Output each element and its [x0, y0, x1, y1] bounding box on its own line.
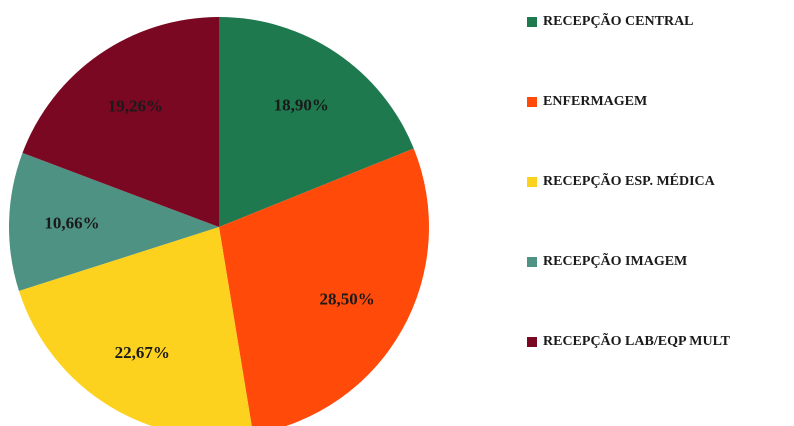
- legend-label: RECEPÇÃO IMAGEM: [543, 254, 688, 269]
- legend-swatch: [527, 177, 537, 187]
- legend-item: RECEPÇÃO ESP. MÉDICA: [527, 174, 715, 190]
- pie-value-labels: 18,90% 28,50% 22,67% 10,66% 19,26%: [44, 96, 374, 362]
- legend-label: RECEPÇÃO CENTRAL: [543, 14, 694, 29]
- legend-label: RECEPÇÃO ESP. MÉDICA: [543, 174, 715, 189]
- legend-item: RECEPÇÃO LAB/EQP MULT: [527, 334, 730, 350]
- legend-item: ENFERMAGEM: [527, 94, 647, 110]
- pie-slice: [9, 152, 220, 291]
- pie-slice: [219, 17, 414, 227]
- pie-value-label: 28,50%: [319, 290, 374, 309]
- legend-label: RECEPÇÃO LAB/EQP MULT: [543, 334, 730, 349]
- legend-swatch: [527, 337, 537, 347]
- legend-swatch: [527, 257, 537, 267]
- pie-value-label: 19,26%: [108, 97, 163, 116]
- pie-value-label: 10,66%: [44, 214, 99, 233]
- legend-swatch: [527, 97, 537, 107]
- legend-item: RECEPÇÃO IMAGEM: [527, 254, 687, 270]
- legend-label: ENFERMAGEM: [543, 94, 648, 109]
- pie-slice: [18, 227, 252, 426]
- pie-value-label: 18,90%: [274, 96, 329, 115]
- pie-value-label: 22,67%: [115, 343, 170, 362]
- legend-swatch: [527, 17, 537, 27]
- pie-slice: [22, 17, 219, 227]
- pie-slices: [9, 17, 429, 426]
- pie-slice: [219, 148, 429, 426]
- legend-item: RECEPÇÃO CENTRAL: [527, 14, 694, 30]
